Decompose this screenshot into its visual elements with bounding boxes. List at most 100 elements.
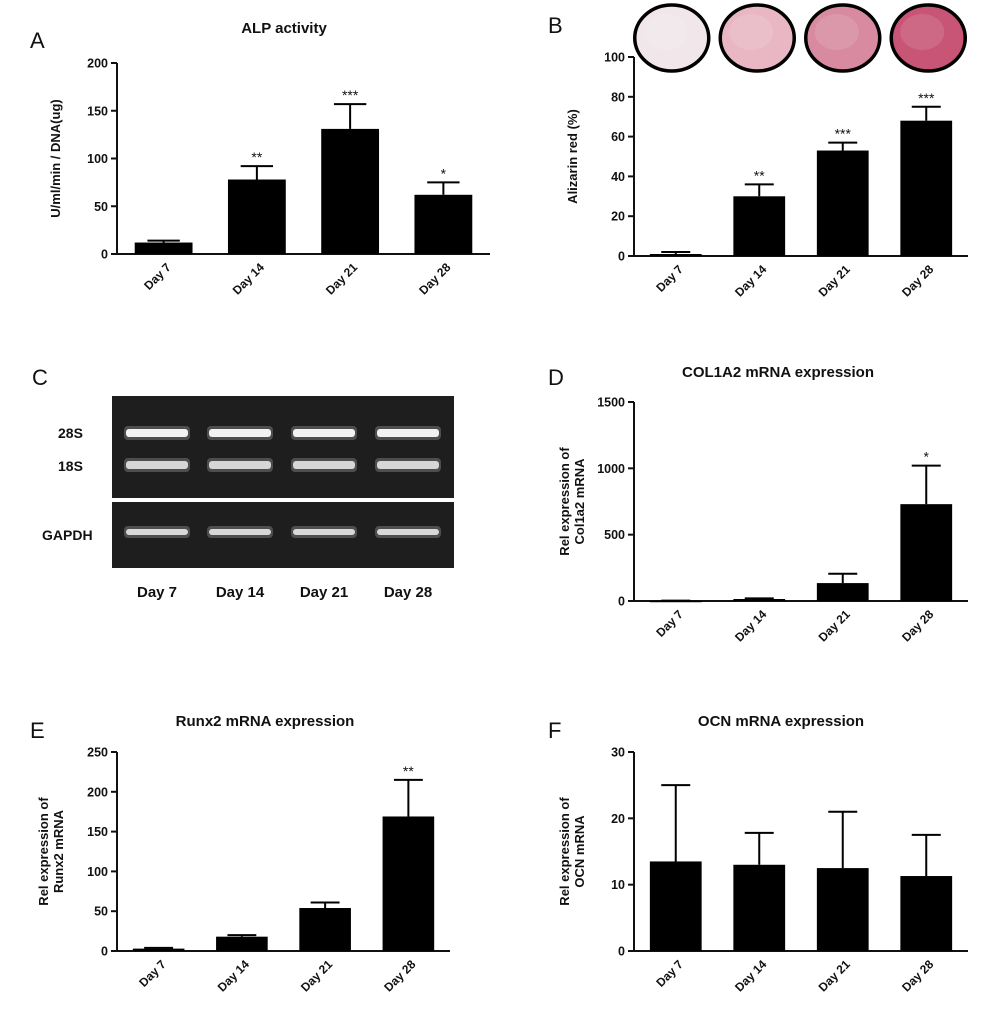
- panel-letter-a: A: [30, 28, 45, 53]
- gel-label-gapdh: GAPDH: [42, 527, 93, 543]
- x-tick-label: Day 14: [215, 957, 252, 994]
- stain-well-highlight: [900, 14, 945, 50]
- stain-well-highlight: [814, 14, 859, 50]
- significance-marker: *: [441, 165, 447, 181]
- x-tick-label: Day 28: [899, 957, 936, 994]
- bar-day21: [321, 128, 380, 254]
- x-tick-label: Day 21: [298, 957, 335, 994]
- y-tick-label: 40: [611, 170, 625, 184]
- y-tick-label: 1500: [597, 396, 625, 410]
- y-axis-label: Rel expression ofRunx2 mRNA: [36, 797, 66, 906]
- x-tick-label: Day 28: [381, 957, 418, 994]
- bar-day7: [134, 242, 193, 254]
- alizarin-stain-wells: [633, 3, 967, 73]
- gel-label-18s: 18S: [58, 458, 83, 474]
- significance-marker: ***: [918, 90, 935, 106]
- x-tick-label: Day 7: [653, 262, 686, 295]
- chart-col1a2-expression: COL1A2 mRNA expression Rel expression ofC…: [557, 364, 968, 644]
- y-tick-label: 30: [611, 746, 625, 760]
- y-tick-label: 80: [611, 90, 625, 104]
- x-tick-label: Day 14: [732, 607, 769, 644]
- rna-gel-image: 28S 18S GAPDH Day 7 Day 14 Day 21 Day 28: [42, 396, 454, 601]
- y-tick-label: 60: [611, 130, 625, 144]
- gel-band: [126, 429, 188, 437]
- gel-band: [293, 429, 355, 437]
- y-tick-label: 250: [87, 746, 108, 760]
- gel-lane-label-day21: Day 21: [300, 584, 348, 601]
- bar-day14: [733, 599, 786, 601]
- panel-letter-e: E: [30, 718, 45, 743]
- bar-day28: [382, 816, 435, 951]
- stain-well-2: [718, 3, 796, 73]
- gel-band: [377, 429, 439, 437]
- bar-day7: [649, 861, 702, 951]
- x-tick-label: Day 14: [732, 957, 769, 994]
- y-tick-label: 100: [87, 152, 108, 166]
- x-tick-label: Day 28: [899, 607, 936, 644]
- x-tick-label: Day 7: [141, 260, 174, 293]
- chart-alp-activity: ALP activity U/ml/min / DNA(ug) 0 50 100 150 2…: [48, 20, 490, 297]
- bar-day28: [900, 876, 953, 951]
- y-axis-label: Alizarin red (%): [565, 109, 580, 204]
- bar-day14: [733, 864, 786, 951]
- bar-day28: [900, 120, 953, 257]
- significance-marker: **: [403, 763, 414, 779]
- chart-alizarin-red: Alizarin red (%) 0 20 40 60 80 100 Day 7 ** Day 1…: [565, 51, 968, 299]
- y-tick-label: 20: [611, 812, 625, 826]
- panel-letter-c: C: [32, 365, 48, 390]
- y-tick-label: 200: [87, 785, 108, 799]
- gel-bands: [124, 426, 441, 538]
- chart-title: COL1A2 mRNA expression: [682, 364, 874, 381]
- bar-day21: [816, 868, 869, 951]
- significance-marker: *: [924, 449, 930, 465]
- chart-runx2-expression: Runx2 mRNA expression Rel expression ofRu…: [36, 713, 450, 994]
- bar-day21: [816, 150, 869, 256]
- bar-day28: [414, 194, 473, 254]
- y-axis-label: U/ml/min / DNA(ug): [48, 99, 63, 217]
- y-tick-label: 100: [604, 51, 625, 65]
- chart-title: ALP activity: [241, 20, 327, 37]
- x-tick-label: Day 7: [653, 957, 686, 990]
- y-tick-label: 0: [618, 595, 625, 609]
- gel-band: [126, 461, 188, 469]
- y-tick-label: 150: [87, 104, 108, 118]
- x-tick-label: Day 7: [136, 957, 169, 990]
- x-tick-label: Day 21: [323, 260, 360, 297]
- gel-band: [377, 461, 439, 469]
- significance-marker: ***: [342, 87, 359, 103]
- x-tick-label: Day 21: [816, 957, 853, 994]
- y-tick-label: 0: [618, 250, 625, 264]
- bar-day21: [816, 583, 869, 601]
- y-tick-label: 0: [101, 945, 108, 959]
- x-tick-label: Day 21: [816, 262, 853, 299]
- significance-marker: **: [251, 149, 262, 165]
- y-tick-label: 1000: [597, 462, 625, 476]
- gel-band: [126, 529, 188, 535]
- panel-letter-b: B: [548, 13, 563, 38]
- y-tick-label: 200: [87, 57, 108, 71]
- chart-ocn-expression: OCN mRNA expression Rel expression ofOCN …: [557, 713, 968, 994]
- x-tick-label: Day 28: [899, 262, 936, 299]
- y-tick-label: 20: [611, 210, 625, 224]
- y-tick-label: 500: [604, 528, 625, 542]
- bar-day14: [227, 179, 286, 254]
- gel-label-28s: 28S: [58, 425, 83, 441]
- x-tick-label: Day 14: [230, 260, 267, 297]
- gel-band: [209, 529, 271, 535]
- x-tick-label: Day 14: [732, 262, 769, 299]
- x-tick-label: Day 21: [816, 607, 853, 644]
- bar-day14: [733, 196, 786, 256]
- significance-marker: ***: [835, 126, 852, 142]
- panel-letter-f: F: [548, 718, 561, 743]
- stain-well-3: [804, 3, 882, 73]
- chart-title: OCN mRNA expression: [698, 713, 864, 730]
- y-tick-label: 50: [94, 200, 108, 214]
- y-axis-label: Rel expression ofCol1a2 mRNA: [557, 447, 587, 556]
- bar-day7: [132, 948, 185, 951]
- y-tick-label: 0: [101, 248, 108, 262]
- gel-lane-label-day28: Day 28: [384, 584, 432, 601]
- gel-band: [209, 461, 271, 469]
- stain-well-1: [633, 3, 711, 73]
- stain-well-highlight: [643, 14, 688, 50]
